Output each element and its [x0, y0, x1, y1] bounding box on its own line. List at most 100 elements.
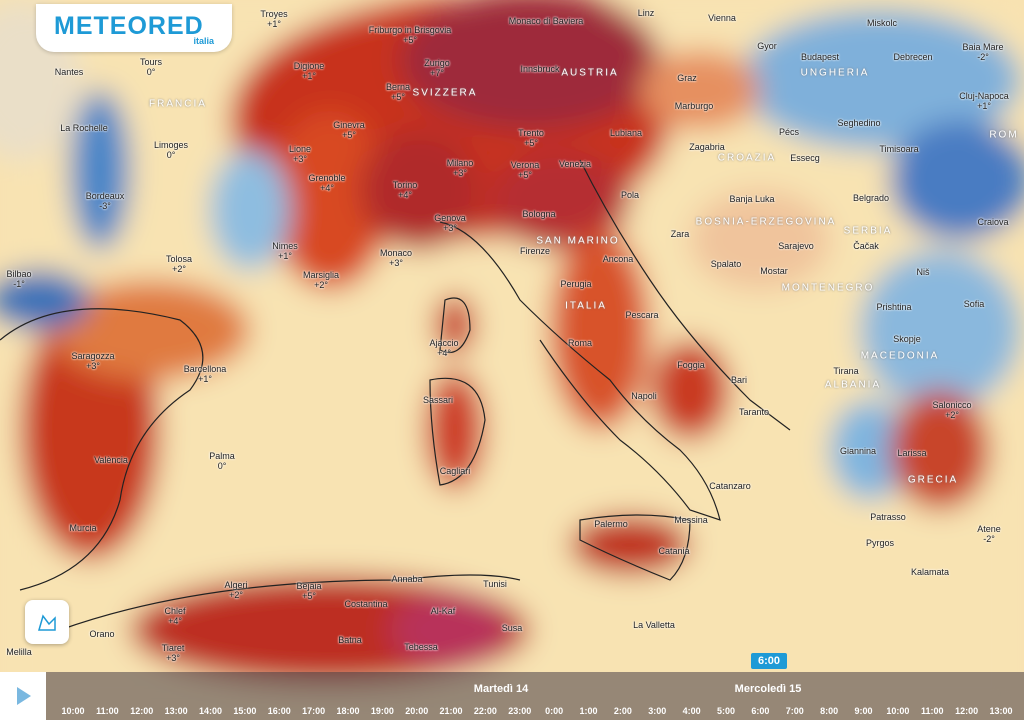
- city-name: Taranto: [738, 407, 770, 417]
- city-name: Annaba: [391, 574, 423, 584]
- city-name: Susa: [501, 623, 523, 633]
- city-name: Tiaret: [161, 643, 185, 653]
- city-temp: +5°: [342, 130, 356, 140]
- hour-label[interactable]: 8:00: [820, 706, 839, 716]
- city-name: Lione: [288, 144, 312, 154]
- logo[interactable]: METEORED italia: [36, 4, 232, 52]
- hour-label[interactable]: 12:00: [955, 706, 979, 716]
- city-name: Tebessa: [404, 642, 438, 652]
- city-name: Salonicco: [932, 400, 972, 410]
- region-name: FRANCIA: [149, 98, 207, 110]
- city-name: Monaco: [379, 248, 413, 258]
- hour-label[interactable]: 2:00: [613, 706, 632, 716]
- hour-label[interactable]: 18:00: [336, 706, 360, 716]
- hour-label[interactable]: 19:00: [370, 706, 394, 716]
- city-name: Troyes: [260, 9, 288, 19]
- play-button[interactable]: [0, 672, 46, 720]
- city-temp: +1°: [198, 374, 212, 384]
- brand: METEORED: [54, 12, 204, 40]
- city-name: Bari: [730, 375, 748, 385]
- city-temp: +3°: [86, 361, 100, 371]
- city-name: La Valletta: [633, 620, 675, 630]
- city-name: Seghedino: [837, 118, 881, 128]
- city-name: Craiova: [977, 217, 1009, 227]
- city-name: Batna: [338, 635, 362, 645]
- hour-label[interactable]: 14:00: [198, 706, 222, 716]
- city-name: Larissa: [897, 448, 927, 458]
- city-temp: +1°: [302, 71, 316, 81]
- city-name: Al-Kaf: [430, 606, 456, 616]
- city-name: Catania: [658, 546, 690, 556]
- hour-label[interactable]: 10:00: [886, 706, 910, 716]
- city-name: Messina: [674, 515, 708, 525]
- city-temp: 0°: [146, 67, 156, 77]
- layers-button[interactable]: [25, 600, 69, 644]
- city-name: Murcia: [69, 523, 97, 533]
- city-name: Firenze: [519, 246, 551, 256]
- selected-time: 6:00: [751, 653, 787, 669]
- hour-label[interactable]: 6:00: [751, 706, 770, 716]
- hour-label[interactable]: 1:00: [579, 706, 598, 716]
- hour-label[interactable]: 3:00: [648, 706, 667, 716]
- hour-label[interactable]: 10:00: [61, 706, 85, 716]
- hour-label[interactable]: 5:00: [717, 706, 736, 716]
- hour-label[interactable]: 17:00: [302, 706, 326, 716]
- city-temp: +2°: [229, 590, 243, 600]
- city-name: Bologna: [522, 209, 556, 219]
- city-name: Linz: [637, 8, 655, 18]
- hour-label[interactable]: 11:00: [920, 706, 944, 716]
- city-temp: +3°: [293, 154, 307, 164]
- city-temp: +1°: [267, 19, 281, 29]
- region-name: GRECIA: [907, 474, 959, 486]
- city-name: Tirana: [833, 366, 859, 376]
- city-temp: +5°: [302, 591, 316, 601]
- city-name: Čačak: [853, 241, 879, 251]
- hour-label[interactable]: 20:00: [405, 706, 429, 716]
- hour-label[interactable]: 21:00: [439, 706, 463, 716]
- city-temp: +7°: [430, 68, 444, 78]
- layers-icon: [38, 614, 56, 631]
- hour-label[interactable]: 9:00: [854, 706, 873, 716]
- hour-label[interactable]: 15:00: [233, 706, 257, 716]
- hour-label[interactable]: 7:00: [785, 706, 804, 716]
- region-name: SAN MARINO: [536, 235, 620, 247]
- city-name: Pécs: [778, 127, 800, 137]
- city-name: Graz: [677, 73, 697, 83]
- city-name: Chlef: [164, 606, 186, 616]
- city-name: Barcellona: [183, 364, 227, 374]
- city-temp: +3°: [166, 653, 180, 663]
- city-temp: +2°: [314, 280, 328, 290]
- city-temp: -2°: [977, 52, 989, 62]
- city-name: Niš: [916, 267, 930, 277]
- city-name: Gyor: [757, 41, 777, 51]
- hour-label[interactable]: 12:00: [130, 706, 154, 716]
- city-name: Monaco di Baviera: [508, 16, 584, 26]
- city-name: Lubiana: [609, 128, 643, 138]
- region-name: AUSTRIA: [561, 67, 619, 79]
- city-temp: +4°: [320, 183, 334, 193]
- city-name: Mostar: [760, 266, 788, 276]
- city-name: Catanzaro: [709, 481, 751, 491]
- hour-label[interactable]: 11:00: [96, 706, 119, 716]
- city-temp: +4°: [168, 616, 182, 626]
- hour-label[interactable]: 4:00: [682, 706, 701, 716]
- city-temp: +1°: [977, 101, 991, 111]
- hour-label[interactable]: 23:00: [508, 706, 532, 716]
- hour-label[interactable]: 22:00: [473, 706, 497, 716]
- city-name: Patrasso: [870, 512, 906, 522]
- city-name: Kalamata: [910, 567, 950, 577]
- timeline: [0, 672, 1024, 720]
- city-name: Pola: [620, 190, 640, 200]
- hour-label[interactable]: 16:00: [267, 706, 291, 716]
- city-name: Roma: [567, 338, 593, 348]
- region-name: ITALIA: [565, 300, 607, 312]
- city-name: Prishtina: [876, 302, 912, 312]
- hour-label[interactable]: 13:00: [164, 706, 188, 716]
- city-temp: +3°: [389, 258, 403, 268]
- edition: italia: [193, 36, 214, 46]
- hour-label[interactable]: 13:00: [989, 706, 1013, 716]
- hour-label[interactable]: 0:00: [545, 706, 564, 716]
- city-name: Bilbao: [6, 269, 32, 279]
- city-name: Vienna: [708, 13, 736, 23]
